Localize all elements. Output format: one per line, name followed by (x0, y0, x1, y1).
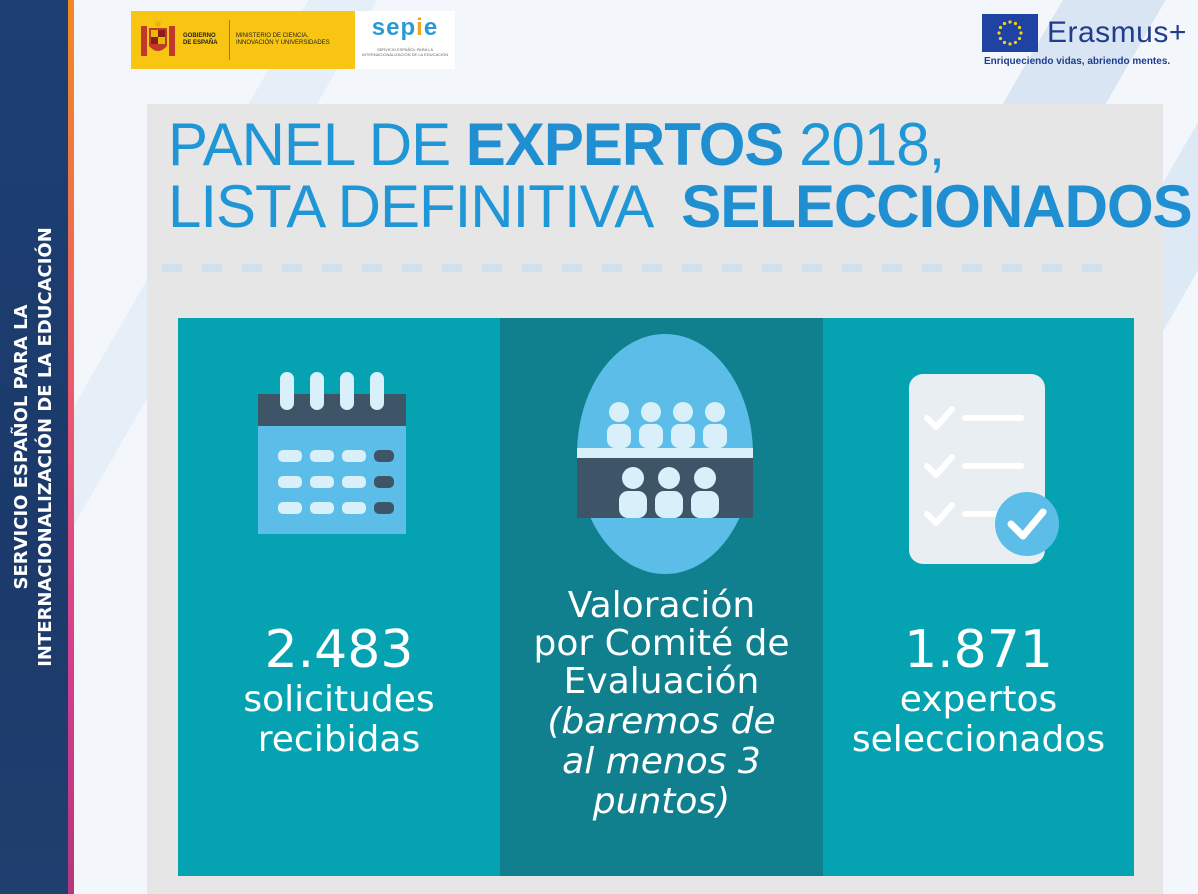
selected-label-line2: seleccionados (851, 719, 1106, 760)
stat-column-committee: Valoración por Comité de Evaluación (bar… (500, 318, 823, 876)
title-line2-bold: SELECCIONADOS (681, 173, 1192, 240)
gobierno-logo: GOBIERNO DE ESPAÑA MINISTERIO DE CIENCIA… (131, 11, 355, 69)
erasmus-tagline: Enriqueciendo vidas, abriendo mentes. (984, 56, 1171, 67)
side-banner-text: SERVICIO ESPAÑOL PARA LA INTERNACIONALIZ… (10, 227, 58, 667)
spain-shield-icon (139, 20, 177, 60)
checklist-icon (909, 374, 1061, 584)
committee-note-line3: puntos) (592, 781, 731, 822)
erasmus-name: Erasmus+ (1047, 16, 1187, 49)
side-banner (0, 0, 68, 894)
committee-icon (577, 334, 753, 574)
ministry-label: MINISTERIO DE CIENCIA, INNOVACIÓN Y UNIV… (236, 33, 330, 46)
title-line2: LISTA DEFINITIVA SELECCIONADOS (168, 173, 1193, 240)
gobierno-label: GOBIERNO DE ESPAÑA (183, 33, 218, 46)
committee-line3: Evaluación (563, 661, 760, 702)
title-line1: PANEL DE EXPERTOS 2018, (168, 114, 1192, 176)
sepie-logo: sepie SERVICIO ESPAÑOL PARA LA INTERNACI… (355, 11, 455, 69)
eu-flag-icon (982, 14, 1038, 52)
side-accent-stripe (68, 0, 74, 894)
committee-line1: Valoración (567, 585, 756, 626)
applications-label-line2: recibidas (257, 719, 421, 760)
sepie-wordmark: sepie (371, 14, 439, 41)
side-banner-line2: INTERNACIONALIZACIÓN DE LA EDUCACIÓN (35, 227, 56, 667)
title-line2-light: LISTA DEFINITIVA (168, 173, 682, 240)
calendar-icon (258, 372, 406, 534)
committee-note-line1: (baremos de (547, 701, 776, 742)
applications-label-line1: solicitudes (243, 679, 435, 720)
dashed-divider (162, 264, 1122, 272)
side-banner-line1: SERVICIO ESPAÑOL PARA LA (11, 304, 32, 590)
title-line1-light: PANEL DE (168, 111, 466, 178)
infographic-title: PANEL DE EXPERTOS 2018, LISTA DEFINITIVA… (168, 114, 1193, 240)
title-line1-bold: EXPERTOS (465, 111, 785, 178)
stat-column-applications: 2.483 solicitudes recibidas (178, 318, 500, 876)
stats-columns: 2.483 solicitudes recibidas Valo (178, 318, 1134, 876)
logo-divider (229, 20, 230, 60)
selected-label-line1: expertos (899, 679, 1058, 720)
title-line1-end: 2018, (783, 111, 945, 178)
applications-number: 2.483 (264, 620, 414, 680)
committee-line2: por Comité de (533, 623, 790, 664)
stat-column-selected: 1.871 expertos seleccionados (823, 318, 1134, 876)
selected-number: 1.871 (904, 620, 1053, 680)
committee-note-line2: al menos 3 (562, 741, 761, 782)
sepie-subtitle: SERVICIO ESPAÑOL PARA LA INTERNACIONALIZ… (361, 47, 449, 57)
